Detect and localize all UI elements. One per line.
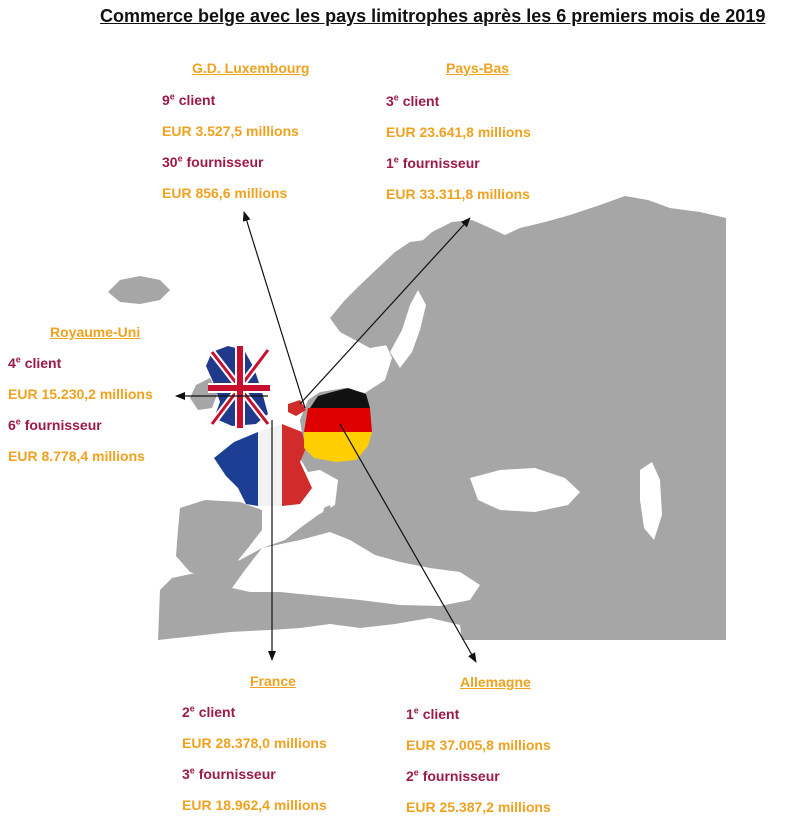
arrow-germany xyxy=(339,423,477,663)
uk-flag-shape xyxy=(206,346,271,428)
client-value: EUR 15.230,2 millions xyxy=(8,386,153,402)
info-block-netherlands: 3e client EUR 23.641,8 millions 1e fourn… xyxy=(386,92,531,216)
country-label-netherlands: Pays-Bas xyxy=(446,60,510,76)
scandinavia xyxy=(330,240,432,348)
black-sea xyxy=(470,468,580,512)
client-rank: 3e client xyxy=(386,92,440,109)
supplier-value: EUR 25.387,2 millions xyxy=(406,799,551,815)
supplier-value: EUR 18.962,4 millions xyxy=(182,797,327,813)
client-value: EUR 3.527,5 millions xyxy=(162,123,299,139)
info-block-luxembourg: 9e client EUR 3.527,5 millions 30e fourn… xyxy=(162,91,299,215)
country-label-germany: Allemagne xyxy=(460,674,531,690)
client-value: EUR 37.005,8 millions xyxy=(406,737,551,753)
arrow-luxembourg xyxy=(242,211,306,409)
supplier-rank: 6e fournisseur xyxy=(8,416,102,433)
corsica xyxy=(322,505,332,528)
iberia xyxy=(176,500,262,578)
info-block-germany: 1e client EUR 37.005,8 millions 2e fourn… xyxy=(406,705,551,829)
supplier-rank: 1e fournisseur xyxy=(386,154,480,171)
supplier-rank: 2e fournisseur xyxy=(406,767,500,784)
caspian-sea xyxy=(640,462,662,540)
supplier-value: EUR 33.311,8 millions xyxy=(386,186,530,202)
supplier-rank: 30e fournisseur xyxy=(162,153,264,170)
client-value: EUR 28.378,0 millions xyxy=(182,735,327,751)
germany-flag-shape xyxy=(304,388,372,462)
supplier-rank: 3e fournisseur xyxy=(182,765,276,782)
mediterranean-sea xyxy=(232,532,480,606)
country-label-uk: Royaume-Uni xyxy=(50,324,141,340)
info-block-france: 2e client EUR 28.378,0 millions 3e fourn… xyxy=(182,703,327,827)
client-value: EUR 23.641,8 millions xyxy=(386,124,531,140)
supplier-value: EUR 856,6 millions xyxy=(162,185,288,201)
client-rank: 1e client xyxy=(406,705,460,722)
country-label-luxembourg: G.D. Luxembourg xyxy=(192,60,310,76)
client-rank: 9e client xyxy=(162,91,216,108)
belgium-shape xyxy=(288,400,306,416)
supplier-value: EUR 8.778,4 millions xyxy=(8,448,145,464)
client-rank: 2e client xyxy=(182,703,236,720)
mainland-europe xyxy=(158,196,726,640)
info-block-uk: 4e client EUR 15.230,2 millions 6e fourn… xyxy=(8,354,153,478)
arrow-netherlands xyxy=(299,217,471,405)
country-label-france: France xyxy=(250,673,296,689)
page-title: Commerce belge avec les pays limitrophes… xyxy=(100,6,766,26)
client-rank: 4e client xyxy=(8,354,62,371)
baltic-sea xyxy=(390,290,426,368)
france-flag-shape xyxy=(214,424,312,506)
iceland xyxy=(108,276,170,304)
